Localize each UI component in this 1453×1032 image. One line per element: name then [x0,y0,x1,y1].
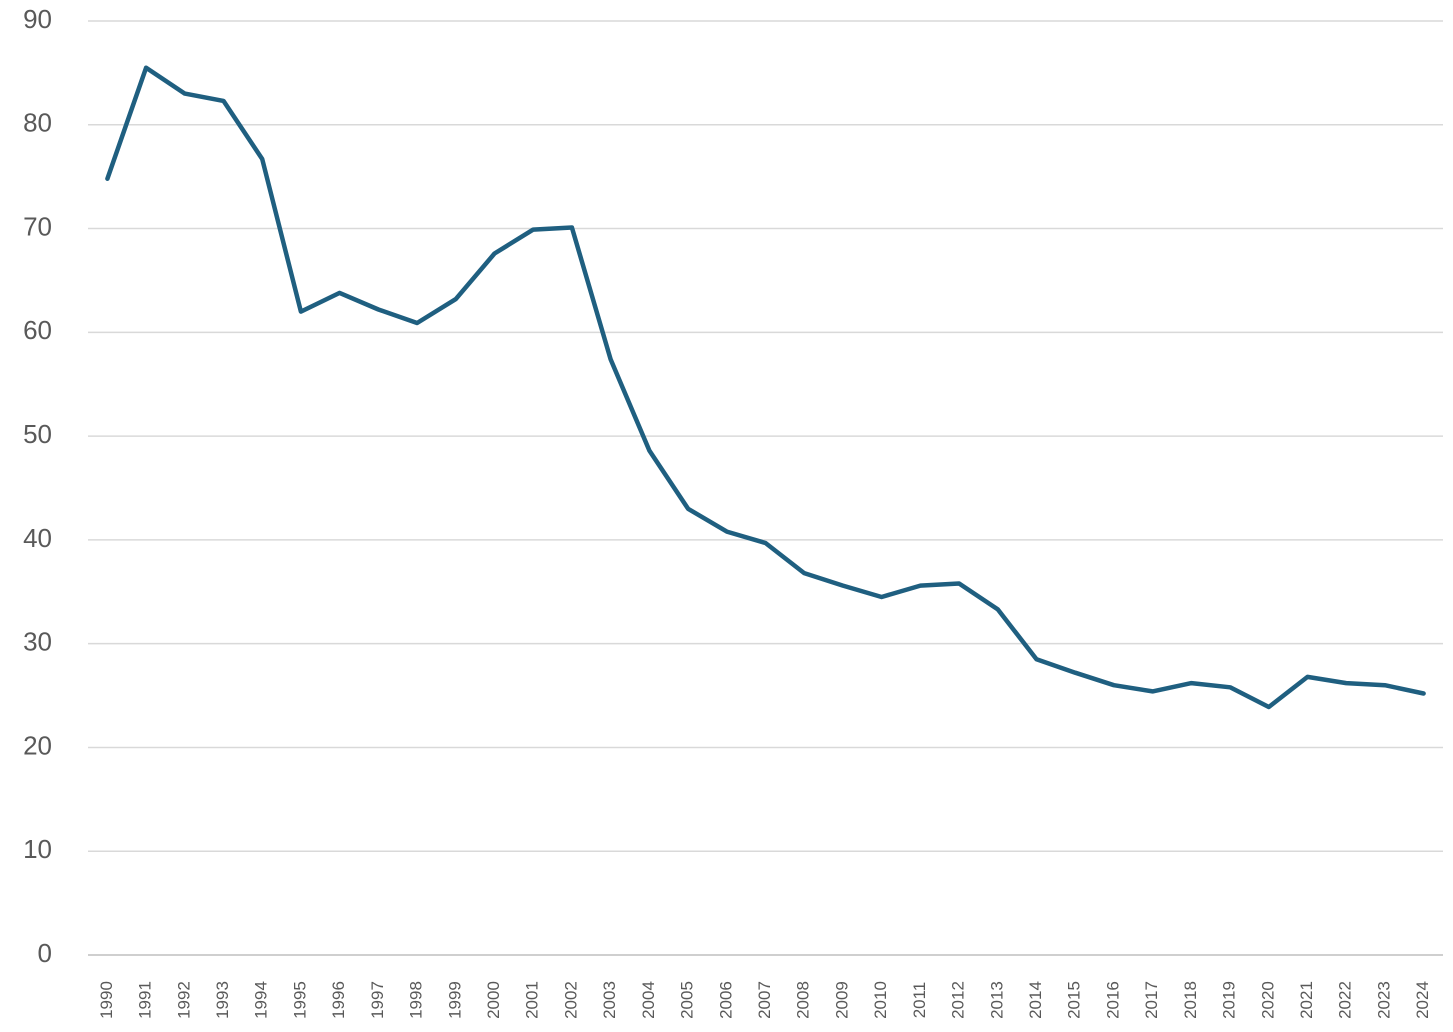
y-tick-label: 80 [23,108,52,138]
x-tick-label: 1991 [136,981,155,1019]
x-tick-label: 2021 [1297,981,1316,1019]
y-tick-label: 0 [38,938,52,968]
x-tick-label: 2006 [716,981,735,1019]
y-tick-label: 90 [23,4,52,34]
x-tick-label: 1996 [329,981,348,1019]
x-tick-label: 2003 [600,981,619,1019]
x-tick-label: 1990 [97,981,116,1019]
x-tick-label: 2023 [1374,981,1393,1019]
x-tick-label: 2001 [523,981,542,1019]
x-tick-label: 2011 [910,982,929,1019]
x-tick-label: 2000 [484,981,503,1019]
x-tick-label: 2008 [794,981,813,1019]
x-tick-label: 2014 [1026,981,1045,1019]
x-tick-label: 2015 [1065,981,1084,1019]
x-tick-label: 2024 [1413,981,1432,1019]
data-line [105,65,1426,710]
y-tick-label: 20 [23,730,52,760]
x-tick-label: 2022 [1336,981,1355,1019]
x-tick-label: 2010 [871,981,890,1019]
x-tick-label: 2007 [755,981,774,1019]
y-tick-label: 40 [23,523,52,553]
x-tick-label: 1993 [213,981,232,1019]
x-tick-label: 1998 [407,981,426,1019]
x-tick-label: 2017 [1142,981,1161,1019]
x-tick-label: 2002 [561,981,580,1019]
x-tick-label: 2005 [678,981,697,1019]
y-tick-label: 30 [23,627,52,657]
x-tick-label: 1997 [368,981,387,1019]
x-tick-label: 1995 [290,981,309,1019]
y-tick-label: 10 [23,834,52,864]
y-tick-label: 70 [23,211,52,241]
x-tick-label: 2004 [639,981,658,1019]
x-tick-label: 2009 [832,981,851,1019]
x-tick-label: 1992 [174,981,193,1019]
x-tick-label: 2012 [949,981,968,1019]
y-tick-label: 50 [23,419,52,449]
x-tick-label: 2019 [1220,981,1239,1019]
y-tick-label: 60 [23,315,52,345]
x-tick-label: 2018 [1181,981,1200,1019]
x-tick-label: 1994 [252,981,271,1019]
x-tick-label: 2016 [1103,981,1122,1019]
x-tick-label: 2020 [1258,981,1277,1019]
x-tick-label: 1999 [445,981,464,1019]
x-tick-label: 2013 [987,981,1006,1019]
